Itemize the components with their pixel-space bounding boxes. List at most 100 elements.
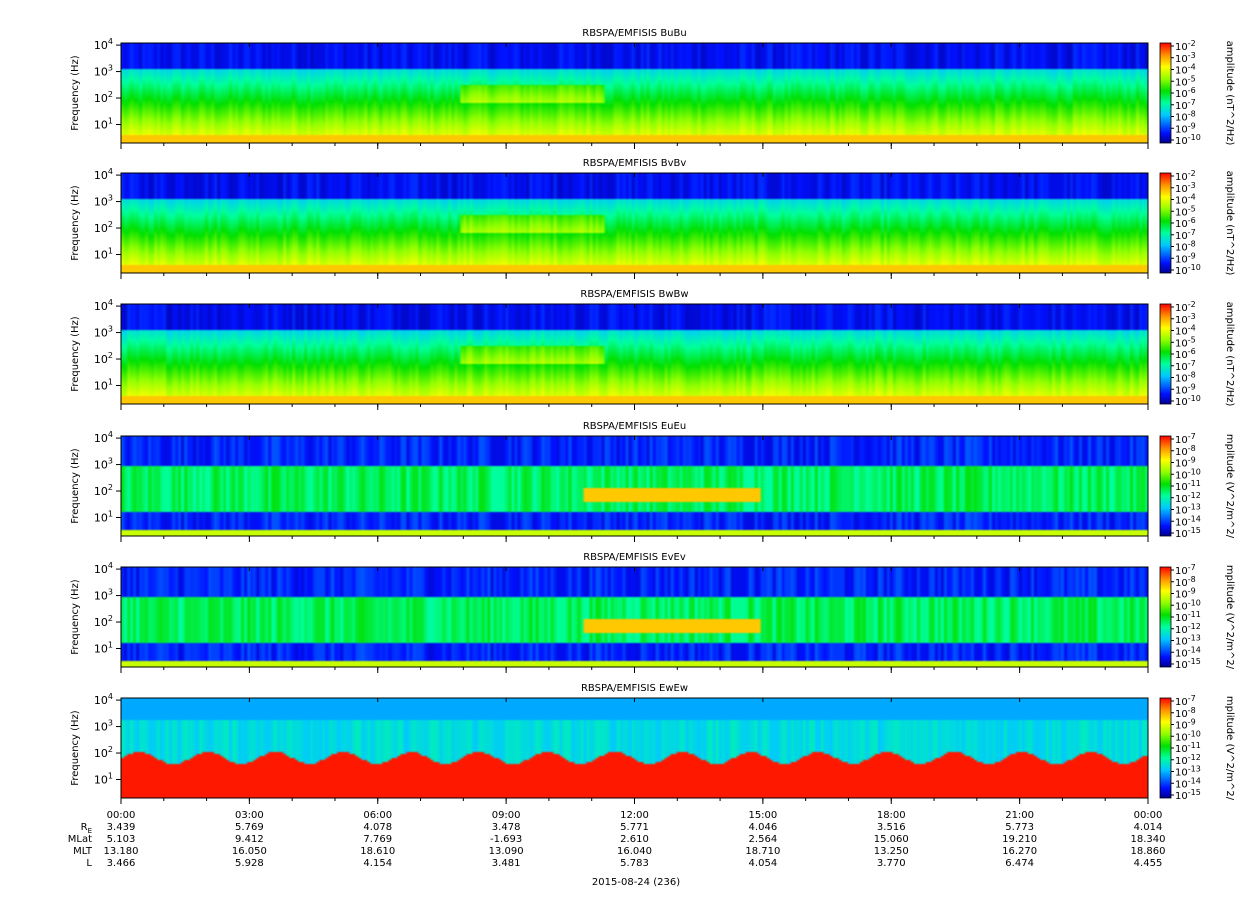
y-tick-label: 101	[94, 377, 113, 392]
ephemeris-value: 13.250	[874, 846, 909, 857]
y-tick-label: 103	[94, 325, 113, 340]
colorbar-label: amplitude (nT^2/Hz)	[1224, 41, 1235, 146]
ephemeris-value: 6.474	[1005, 858, 1034, 869]
ephemeris-value: 5.771	[620, 822, 649, 833]
panel-title: RBSPA/EMFISIS BwBw	[580, 289, 688, 300]
colorbar	[1159, 42, 1172, 144]
ephemeris-value: 18.340	[1131, 834, 1166, 845]
ephemeris-value: 4.054	[749, 858, 778, 869]
y-tick-label: 102	[94, 614, 113, 629]
colorbar	[1159, 697, 1172, 799]
panel-title: RBSPA/EMFISIS EuEu	[583, 421, 686, 432]
y-tick-label: 102	[94, 351, 113, 366]
y-tick-label: 101	[94, 116, 113, 131]
ephemeris-value: 5.783	[620, 858, 649, 869]
ephemeris-value: 16.270	[1002, 846, 1037, 857]
y-tick-label: 104	[94, 298, 113, 313]
y-tick-label: 101	[94, 246, 113, 261]
ephemeris-value: 5.773	[1005, 822, 1034, 833]
y-tick-label: 104	[94, 37, 113, 52]
y-axis-label: Frequency (Hz)	[70, 579, 81, 655]
date-label: 2015-08-24 (236)	[592, 877, 680, 888]
panel-title: RBSPA/EMFISIS EvEv	[583, 552, 686, 563]
ephemeris-value: 15.060	[874, 834, 909, 845]
ephemeris-value: 4.455	[1134, 858, 1163, 869]
x-tick-label: 18:00	[877, 810, 906, 821]
panel-6: RBSPA/EMFISIS EwEw 104 103 102 101 Frequency …	[70, 683, 1235, 804]
spectrogram-image	[121, 436, 1148, 536]
y-tick-label: 104	[94, 167, 113, 182]
y-tick-label: 101	[94, 640, 113, 655]
colorbar-label: amplitude (nT^2/Hz)	[1224, 171, 1235, 276]
colorbar-label: mplitude (V^2/m^2/	[1224, 565, 1235, 670]
ephemeris-value: 5.769	[235, 822, 264, 833]
ephemeris-value: 4.014	[1134, 822, 1163, 833]
colorbar-tick-label: 10-15	[1175, 657, 1201, 671]
panel-title: RBSPA/EMFISIS BuBu	[582, 28, 686, 39]
ephemeris-value: 3.478	[492, 822, 521, 833]
colorbar-label: mplitude (V^2/m^2/	[1224, 696, 1235, 801]
ephemeris-value: 3.770	[877, 858, 906, 869]
colorbar-label: mplitude (V^2/m^2/	[1224, 434, 1235, 539]
y-tick-label: 104	[94, 561, 113, 576]
y-tick-label: 103	[94, 719, 113, 734]
ephemeris-value: 2.610	[620, 834, 649, 845]
ephemeris-value: 5.928	[235, 858, 264, 869]
ephemeris-value: 16.040	[617, 846, 652, 857]
y-tick-label: 104	[94, 692, 113, 707]
colorbar-tick-label: 10-10	[1175, 263, 1201, 277]
x-tick-label: 12:00	[620, 810, 649, 821]
panel-5: RBSPA/EMFISIS EvEv 104 103 102 101 Frequency …	[70, 552, 1235, 673]
ephemeris-value: 18.860	[1131, 846, 1166, 857]
panel-3: RBSPA/EMFISIS BwBw 104 103 102 101 Frequency …	[70, 289, 1235, 410]
ephemeris-value: 7.769	[363, 834, 392, 845]
colorbar-tick-label: 10-10	[1175, 394, 1201, 408]
colorbar-tick-label: 10-10	[1175, 133, 1201, 147]
ephemeris-label: L	[86, 858, 92, 869]
ephemeris-value: 13.180	[104, 846, 139, 857]
y-tick-label: 103	[94, 588, 113, 603]
colorbar	[1159, 566, 1172, 668]
y-tick-label: 102	[94, 220, 113, 235]
spectrogram-image	[121, 698, 1148, 798]
colorbar	[1159, 303, 1172, 405]
spectrogram-image	[121, 567, 1148, 667]
ephemeris-value: 2.564	[749, 834, 778, 845]
ephemeris-value: 13.090	[489, 846, 524, 857]
y-axis-label: Frequency (Hz)	[70, 316, 81, 392]
ephemeris-label: RE	[81, 822, 92, 835]
y-tick-label: 102	[94, 745, 113, 760]
y-tick-label: 104	[94, 430, 113, 445]
ephemeris-value: 9.412	[235, 834, 264, 845]
y-tick-label: 101	[94, 771, 113, 786]
ephemeris-value: 18.710	[745, 846, 780, 857]
ephemeris-value: 4.046	[749, 822, 778, 833]
y-axis-label: Frequency (Hz)	[70, 448, 81, 524]
y-axis-label: Frequency (Hz)	[70, 710, 81, 786]
x-tick-label: 00:00	[107, 810, 136, 821]
panel-title: RBSPA/EMFISIS EwEw	[581, 683, 688, 694]
ephemeris-table: 00:00 03:00 06:00 09:00 12:00 15:00 18:00 21:00…	[68, 810, 1166, 869]
x-tick-label: 09:00	[492, 810, 521, 821]
y-tick-label: 101	[94, 509, 113, 524]
ephemeris-label: MLat	[68, 834, 92, 845]
colorbar-tick-label: 10-15	[1175, 526, 1201, 540]
ephemeris-value: 3.466	[107, 858, 136, 869]
x-tick-label: 21:00	[1005, 810, 1034, 821]
y-tick-label: 102	[94, 90, 113, 105]
y-tick-label: 103	[94, 194, 113, 209]
ephemeris-value: 3.439	[107, 822, 136, 833]
ephemeris-value: 18.610	[360, 846, 395, 857]
ephemeris-value: 16.050	[232, 846, 267, 857]
ephemeris-value: -1.693	[490, 834, 522, 845]
panel-title: RBSPA/EMFISIS BvBv	[583, 158, 687, 169]
panel-1: RBSPA/EMFISIS BuBu 104 103 102 101 Frequency …	[70, 28, 1235, 149]
panel-2: RBSPA/EMFISIS BvBv 104 103 102 101 Frequency …	[70, 158, 1235, 279]
colorbar	[1159, 172, 1172, 274]
x-tick-label: 06:00	[363, 810, 392, 821]
ephemeris-value: 19.210	[1002, 834, 1037, 845]
y-axis-label: Frequency (Hz)	[70, 185, 81, 261]
colorbar	[1159, 435, 1172, 537]
y-tick-label: 103	[94, 457, 113, 472]
y-tick-label: 103	[94, 64, 113, 79]
